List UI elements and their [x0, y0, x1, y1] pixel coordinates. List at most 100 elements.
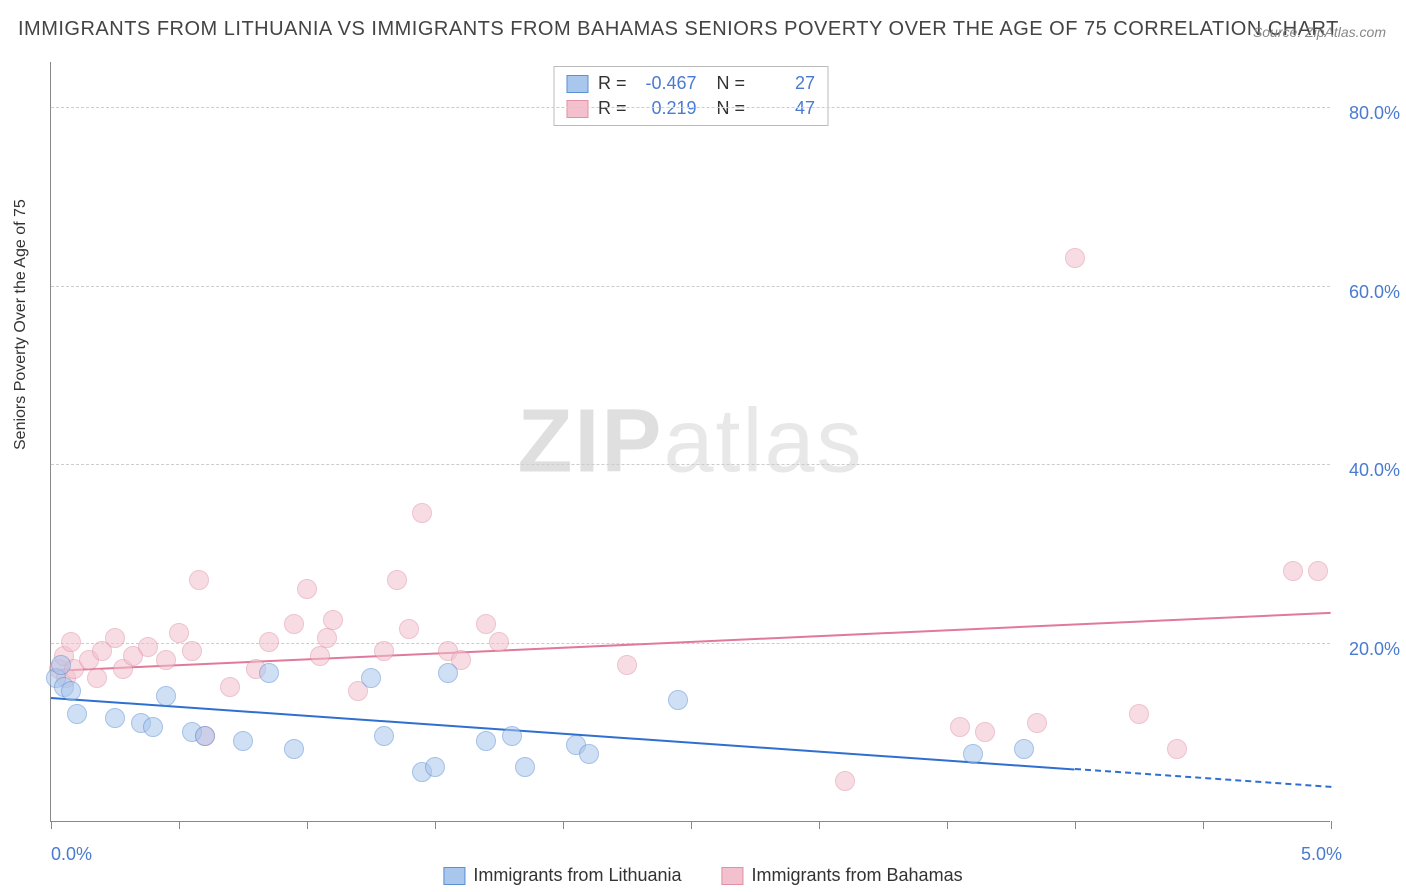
- n-value: 27: [755, 73, 815, 94]
- data-point-lithuania: [361, 668, 381, 688]
- data-point-bahamas: [950, 717, 970, 737]
- data-point-lithuania: [374, 726, 394, 746]
- x-tick: [1203, 821, 1204, 829]
- gridline: [51, 107, 1330, 108]
- data-point-lithuania: [284, 739, 304, 759]
- data-point-bahamas: [182, 641, 202, 661]
- y-axis-title: Seniors Poverty Over the Age of 75: [12, 199, 30, 450]
- legend-item-lithuania: Immigrants from Lithuania: [443, 865, 681, 886]
- swatch-icon: [722, 867, 744, 885]
- series-legend: Immigrants from Lithuania Immigrants fro…: [443, 865, 962, 886]
- data-point-bahamas: [1283, 561, 1303, 581]
- r-value: 0.219: [637, 98, 697, 119]
- data-point-bahamas: [374, 641, 394, 661]
- gridline: [51, 643, 1330, 644]
- data-point-bahamas: [1167, 739, 1187, 759]
- r-label: R =: [598, 98, 627, 119]
- trend-line: [1075, 768, 1331, 788]
- data-point-lithuania: [963, 744, 983, 764]
- data-point-lithuania: [259, 663, 279, 683]
- x-tick-label: 5.0%: [1301, 844, 1342, 865]
- data-point-lithuania: [579, 744, 599, 764]
- legend-label: Immigrants from Bahamas: [752, 865, 963, 886]
- data-point-bahamas: [387, 570, 407, 590]
- trend-line: [51, 612, 1331, 672]
- legend-row-lithuania: R = -0.467 N = 27: [566, 71, 815, 96]
- x-tick: [1331, 821, 1332, 829]
- data-point-lithuania: [502, 726, 522, 746]
- watermark: ZIPatlas: [517, 390, 863, 493]
- data-point-lithuania: [51, 655, 71, 675]
- legend-row-bahamas: R = 0.219 N = 47: [566, 96, 815, 121]
- swatch-icon: [443, 867, 465, 885]
- data-point-lithuania: [425, 757, 445, 777]
- data-point-lithuania: [515, 757, 535, 777]
- data-point-bahamas: [156, 650, 176, 670]
- data-point-lithuania: [1014, 739, 1034, 759]
- swatch-icon: [566, 75, 588, 93]
- data-point-bahamas: [323, 610, 343, 630]
- y-tick-label: 80.0%: [1349, 103, 1400, 124]
- legend-label: Immigrants from Lithuania: [473, 865, 681, 886]
- n-label: N =: [717, 73, 746, 94]
- data-point-lithuania: [143, 717, 163, 737]
- y-tick-label: 40.0%: [1349, 460, 1400, 481]
- r-value: -0.467: [637, 73, 697, 94]
- data-point-lithuania: [105, 708, 125, 728]
- data-point-bahamas: [220, 677, 240, 697]
- data-point-bahamas: [476, 614, 496, 634]
- data-point-bahamas: [87, 668, 107, 688]
- data-point-lithuania: [438, 663, 458, 683]
- x-tick: [51, 821, 52, 829]
- data-point-bahamas: [310, 646, 330, 666]
- data-point-bahamas: [1065, 248, 1085, 268]
- data-point-lithuania: [195, 726, 215, 746]
- data-point-bahamas: [61, 632, 81, 652]
- data-point-bahamas: [105, 628, 125, 648]
- swatch-icon: [566, 100, 588, 118]
- y-tick-label: 20.0%: [1349, 639, 1400, 660]
- source-attribution: Source: ZipAtlas.com: [1253, 24, 1386, 40]
- data-point-bahamas: [1308, 561, 1328, 581]
- chart-title: IMMIGRANTS FROM LITHUANIA VS IMMIGRANTS …: [18, 18, 1339, 41]
- y-tick-label: 60.0%: [1349, 282, 1400, 303]
- data-point-bahamas: [1027, 713, 1047, 733]
- x-tick: [179, 821, 180, 829]
- x-tick: [563, 821, 564, 829]
- data-point-lithuania: [61, 681, 81, 701]
- data-point-lithuania: [67, 704, 87, 724]
- data-point-bahamas: [189, 570, 209, 590]
- x-tick: [1075, 821, 1076, 829]
- data-point-bahamas: [297, 579, 317, 599]
- data-point-bahamas: [284, 614, 304, 634]
- data-point-bahamas: [412, 503, 432, 523]
- n-value: 47: [755, 98, 815, 119]
- gridline: [51, 464, 1330, 465]
- data-point-bahamas: [138, 637, 158, 657]
- data-point-bahamas: [975, 722, 995, 742]
- n-label: N =: [717, 98, 746, 119]
- data-point-lithuania: [233, 731, 253, 751]
- data-point-bahamas: [1129, 704, 1149, 724]
- scatter-plot: ZIPatlas R = -0.467 N = 27 R = 0.219 N =…: [50, 62, 1330, 822]
- legend-item-bahamas: Immigrants from Bahamas: [722, 865, 963, 886]
- data-point-bahamas: [317, 628, 337, 648]
- x-tick: [435, 821, 436, 829]
- data-point-bahamas: [399, 619, 419, 639]
- x-tick: [947, 821, 948, 829]
- data-point-lithuania: [476, 731, 496, 751]
- x-tick-label: 0.0%: [51, 844, 92, 865]
- data-point-bahamas: [259, 632, 279, 652]
- data-point-bahamas: [835, 771, 855, 791]
- x-tick: [307, 821, 308, 829]
- data-point-lithuania: [668, 690, 688, 710]
- correlation-legend: R = -0.467 N = 27 R = 0.219 N = 47: [553, 66, 828, 126]
- data-point-bahamas: [169, 623, 189, 643]
- x-tick: [819, 821, 820, 829]
- data-point-lithuania: [156, 686, 176, 706]
- data-point-bahamas: [489, 632, 509, 652]
- gridline: [51, 286, 1330, 287]
- x-tick: [691, 821, 692, 829]
- data-point-bahamas: [617, 655, 637, 675]
- r-label: R =: [598, 73, 627, 94]
